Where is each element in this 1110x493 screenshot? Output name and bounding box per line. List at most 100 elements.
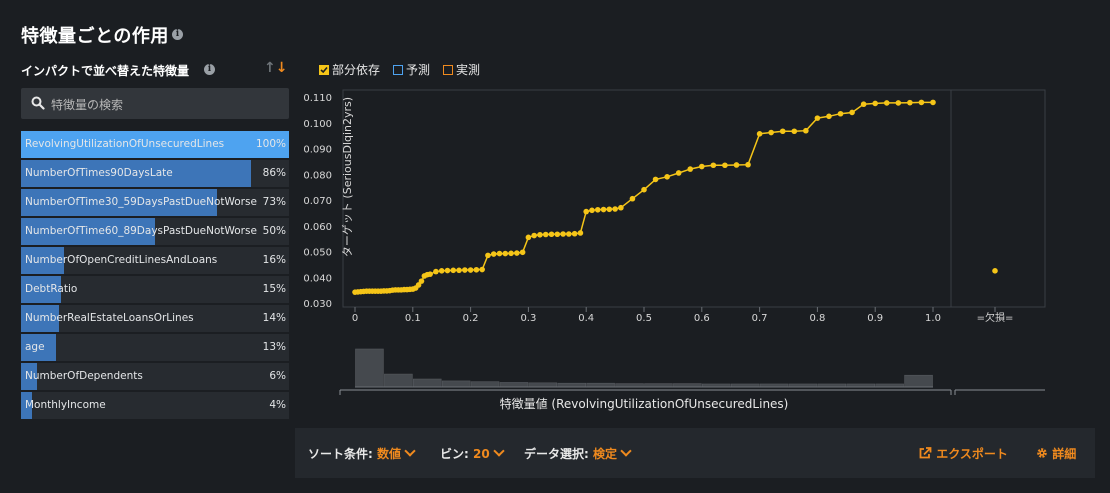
export-label: エクスポート [936,447,1008,461]
data-point [872,100,878,107]
feature-name: NumberOfTime30_59DaysPastDueNotWorse [25,196,257,208]
feature-row[interactable]: NumberOfTime30_59DaysPastDueNotWorse 73% [21,189,289,216]
impact-bar [21,247,64,274]
feature-row[interactable]: age 13% [21,334,289,361]
bins-control[interactable]: ビン: 20 [440,445,505,462]
arrow-down-icon[interactable]: ↓ [275,60,288,76]
sort-control[interactable]: ソート条件: 数値 [308,445,416,462]
x-tick-label: 1.0 [925,313,941,324]
histogram-bar [528,382,558,388]
feature-row[interactable]: NumberOfOpenCreditLinesAndLoans 16% [21,247,289,274]
legend-label: 実測 [456,63,481,77]
missing-tick-label: =欠損= [977,311,1014,324]
data-point [883,100,890,106]
impact-bar [21,189,217,216]
details-label: 詳細 [1052,447,1077,461]
feature-row[interactable]: NumberOfDependents 6% [21,363,289,390]
impact-bar [21,160,252,187]
data-selection-label: データ選択: [524,447,589,461]
data-point [803,127,809,134]
sort-toggle[interactable]: ↑↓ [264,60,287,76]
legend-checkbox[interactable] [443,65,454,75]
bins-value[interactable]: 20 [473,447,490,461]
data-point [652,176,659,183]
legend-item[interactable]: 実測 [443,61,480,78]
partial-dependence-line [354,101,933,293]
data-point [594,206,601,213]
y-tick-label: 0.110 [303,93,332,104]
data-point [675,170,682,176]
feature-name: RevolvingUtilizationOfUnsecuredLines [25,138,225,150]
feature-row[interactable]: NumberOfTime60_89DaysPastDueNotWorse 50% [21,218,289,245]
data-point [826,113,832,120]
feature-row[interactable]: RevolvingUtilizationOfUnsecuredLines 100% [21,131,289,158]
export-icon [919,447,932,459]
data-point [664,174,670,180]
data-point [438,268,445,274]
feature-impact-pct: 100% [255,138,286,150]
gear-icon [1037,448,1047,458]
data-point [699,163,705,170]
data-selection-value[interactable]: 検定 [593,447,618,461]
data-point [577,230,584,236]
data-point [479,266,485,273]
x-tick-label: 0.8 [809,313,825,324]
legend-item[interactable]: 予測 [393,61,430,78]
chevron-down-icon [493,445,505,457]
arrow-up-icon[interactable]: ↑ [264,60,276,76]
data-point [456,267,462,274]
data-point [514,250,520,256]
data-point [548,231,555,238]
data-point [560,231,566,237]
feature-name: age [25,341,45,353]
feature-impact-pct: 13% [262,341,286,353]
y-tick-label: 0.070 [303,196,332,207]
histogram-bar [499,382,529,388]
feature-row[interactable]: MonthlyIncome 4% [21,392,289,419]
data-point [779,128,786,135]
bottom-toolbar: ソート条件: 数値 ビン: 20 データ選択: 検定 エクスポート 詳細 [295,428,1095,478]
feature-list: RevolvingUtilizationOfUnsecuredLines 100%… [21,131,289,421]
feature-impact-pct: 14% [262,312,286,324]
x-axis-label: 特徴量値 (RevolvingUtilizationOfUnsecuredLin… [500,396,789,411]
y-axis-label: ターゲット (SeriousDlqin2yrs) [341,97,354,257]
feature-row[interactable]: NumberRealEstateLoansOrLines 14% [21,305,289,332]
y-tick-label: 0.090 [303,145,332,156]
data-point [542,231,549,238]
data-point [519,249,526,256]
data-point [415,282,422,288]
sort-value[interactable]: 数値 [377,447,402,461]
legend-checkbox[interactable] [393,65,404,75]
x-tick-label: 0.1 [405,313,421,324]
y-tick-label: 0.040 [303,273,332,284]
feature-name: NumberOfTimes90DaysLate [25,167,173,179]
data-point [814,115,821,121]
impact-bar [21,276,62,303]
feature-impact-pct: 86% [262,167,286,179]
details-button[interactable]: 詳細 [1036,445,1076,462]
feature-name: NumberRealEstateLoansOrLines [25,312,194,324]
feature-impact-pct: 16% [262,254,286,266]
x-tick-label: 0.3 [520,313,536,324]
data-point [733,162,740,168]
data-point [490,251,497,257]
chevron-down-icon [404,445,416,457]
data-point [583,208,589,215]
missing-value-point [992,268,998,274]
data-point [508,250,514,257]
feature-impact-pct: 50% [262,225,286,237]
legend-item[interactable]: 部分依存 [319,61,380,78]
data-point [612,206,618,212]
histogram-bar [470,381,500,388]
data-selection-control[interactable]: データ選択: 検定 [524,445,632,462]
search-input[interactable] [49,88,283,121]
data-point [629,195,636,202]
legend-checkbox[interactable] [319,65,329,75]
feature-row[interactable]: DebtRatio 15% [21,276,289,303]
info-icon[interactable]: i [172,29,183,40]
info-icon[interactable]: i [204,64,215,75]
export-button[interactable]: エクスポート [919,445,1008,462]
data-point [860,101,867,108]
x-tick-label: 0.2 [463,313,479,324]
feature-row[interactable]: NumberOfTimes90DaysLate 86% [21,160,289,187]
